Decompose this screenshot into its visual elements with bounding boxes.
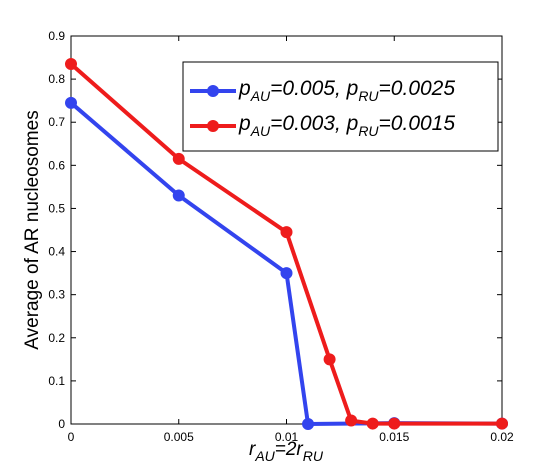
data-point bbox=[388, 417, 401, 430]
y-axis-title: Average of AR nucleosomes bbox=[22, 110, 43, 349]
legend-marker bbox=[207, 85, 219, 97]
data-point bbox=[345, 414, 358, 427]
data-point bbox=[302, 418, 315, 430]
data-point bbox=[172, 189, 185, 202]
legend-label: pAU=0.005, pRU=0.0025 bbox=[238, 77, 455, 104]
y-tick-label: 0.6 bbox=[48, 158, 65, 172]
y-tick-label: 0.2 bbox=[48, 331, 65, 345]
data-point bbox=[280, 267, 293, 280]
legend-box bbox=[182, 61, 499, 152]
y-tick-label: 0.5 bbox=[48, 201, 65, 215]
x-tick-label: 0.01 bbox=[275, 430, 299, 444]
data-point bbox=[366, 417, 379, 430]
y-tick-label: 0.1 bbox=[48, 374, 65, 388]
x-tick-label: 0.015 bbox=[379, 430, 409, 444]
y-tick-label: 0.8 bbox=[48, 72, 65, 86]
data-point bbox=[323, 353, 336, 366]
data-point bbox=[65, 96, 77, 109]
series-2 bbox=[65, 58, 508, 430]
y-tick-label: 0.4 bbox=[48, 245, 65, 259]
y-tick-label: 0.7 bbox=[48, 115, 65, 129]
x-tick-label: 0 bbox=[68, 430, 75, 444]
data-point bbox=[65, 58, 77, 71]
x-tick-label: 0.005 bbox=[164, 430, 194, 444]
legend-marker bbox=[207, 120, 219, 132]
x-tick-label: 0.02 bbox=[490, 430, 514, 444]
axis-ticks: 0 0.1 0.2 0.3 0.4 0.5 0.6 0.7 0.8 0.9 0 0.005 0.01 0.… bbox=[48, 29, 514, 444]
data-point bbox=[496, 417, 508, 430]
legend-label: pAU=0.003, pRU=0.0015 bbox=[238, 112, 455, 139]
y-tick-label: 0.3 bbox=[48, 288, 65, 302]
y-tick-label: 0.9 bbox=[48, 29, 65, 43]
data-point bbox=[280, 226, 293, 239]
series-layer bbox=[65, 58, 508, 430]
legend: pAU=0.005, pRU=0.0025 pAU=0.003, pRU=0.00… bbox=[182, 61, 499, 152]
data-point bbox=[172, 152, 185, 165]
y-tick-label: 0 bbox=[58, 417, 65, 431]
x-axis-title: rAU=2rRU bbox=[249, 439, 324, 464]
